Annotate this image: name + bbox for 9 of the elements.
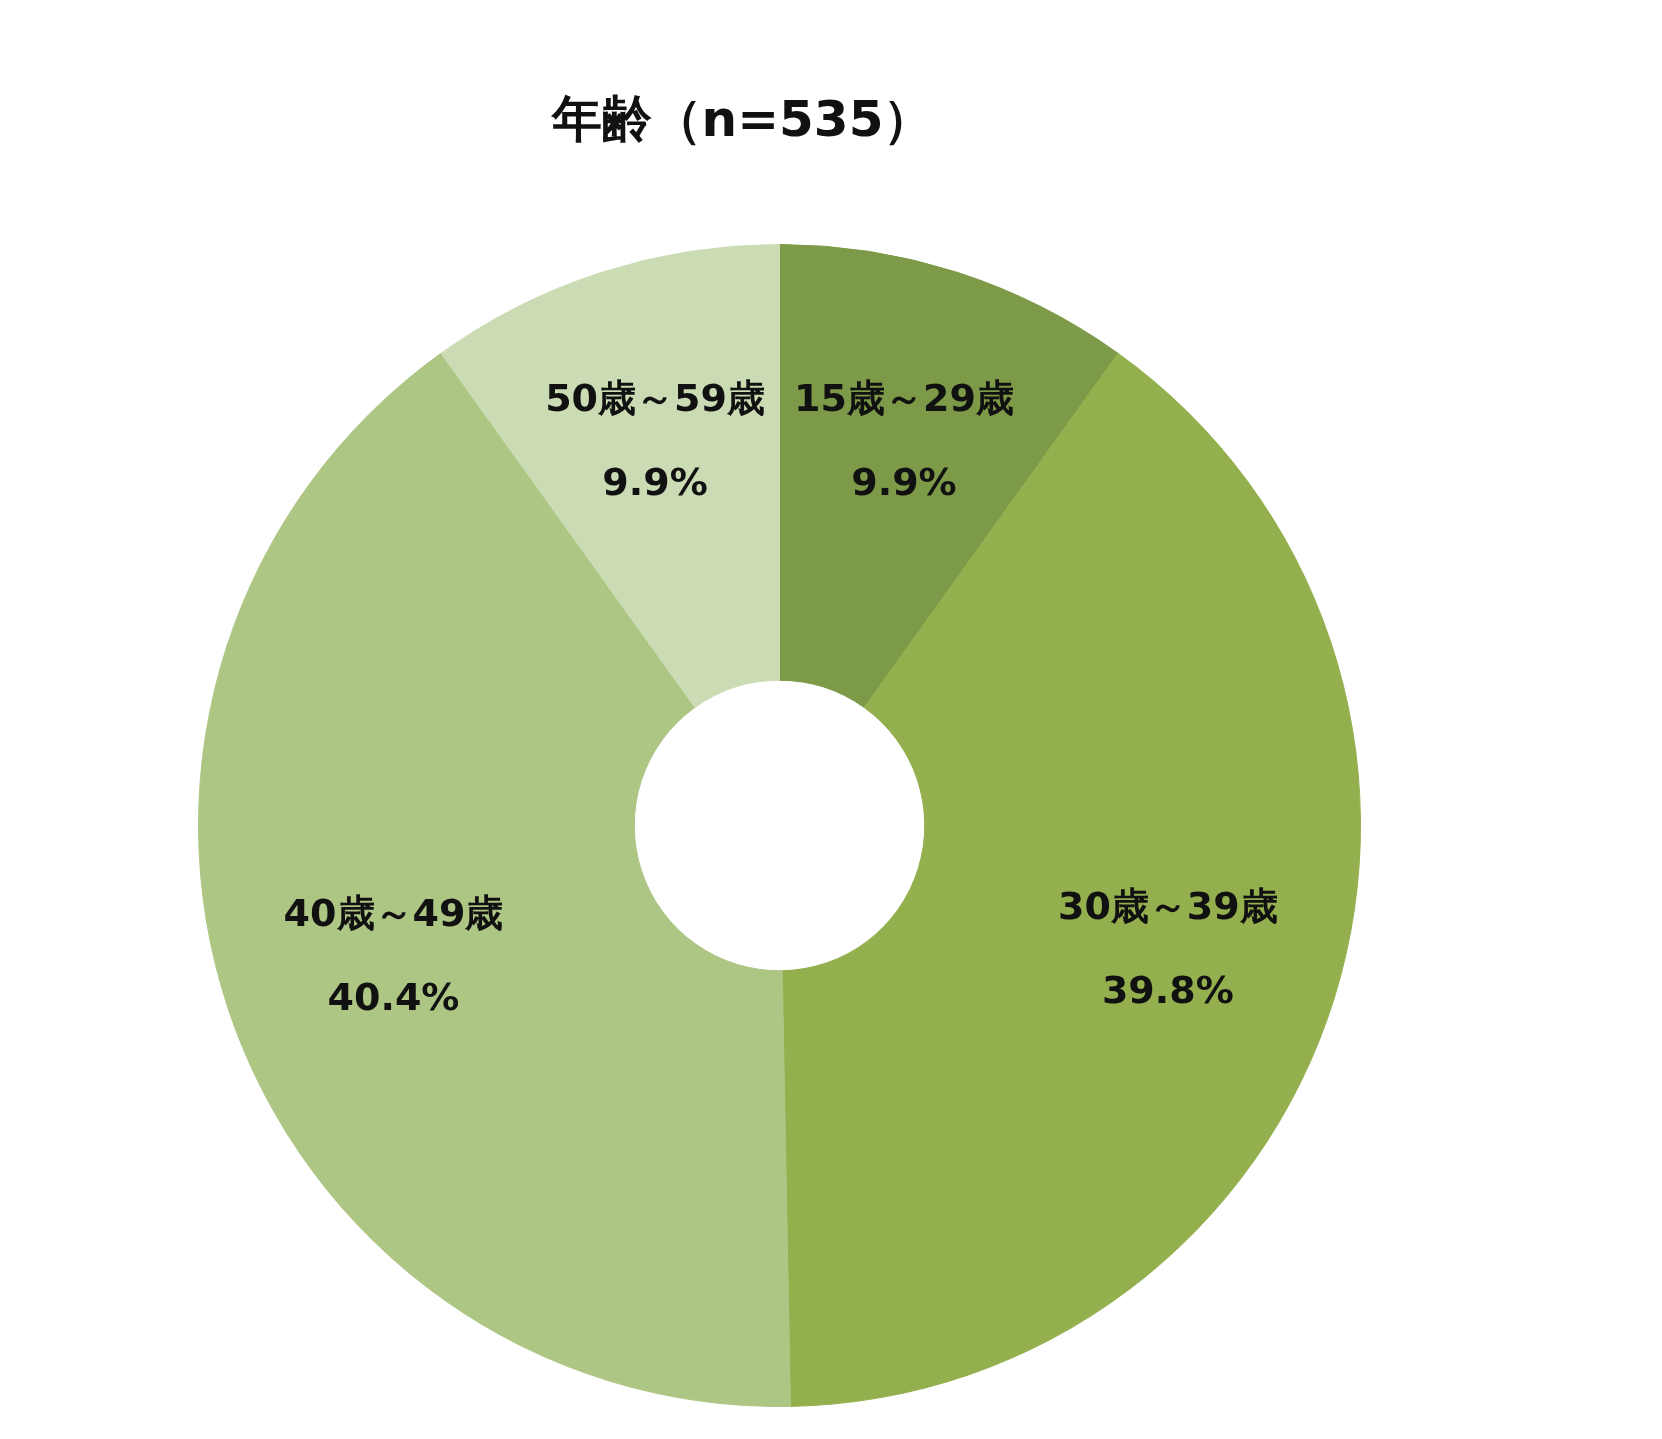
slice-label: 15歳～29歳 bbox=[794, 375, 1014, 420]
slice-label: 50歳～59歳 bbox=[545, 375, 765, 420]
slice-label: 30歳～39歳 bbox=[1057, 883, 1278, 928]
data-label: 9.9% bbox=[851, 459, 957, 504]
data-label: 39.8% bbox=[1101, 967, 1234, 1012]
chart-title: 年齢（n=535） bbox=[549, 89, 934, 148]
slice-label: 40歳～49歳 bbox=[283, 890, 504, 935]
data-label: 9.9% bbox=[602, 459, 708, 504]
data-label: 40.4% bbox=[327, 975, 460, 1020]
